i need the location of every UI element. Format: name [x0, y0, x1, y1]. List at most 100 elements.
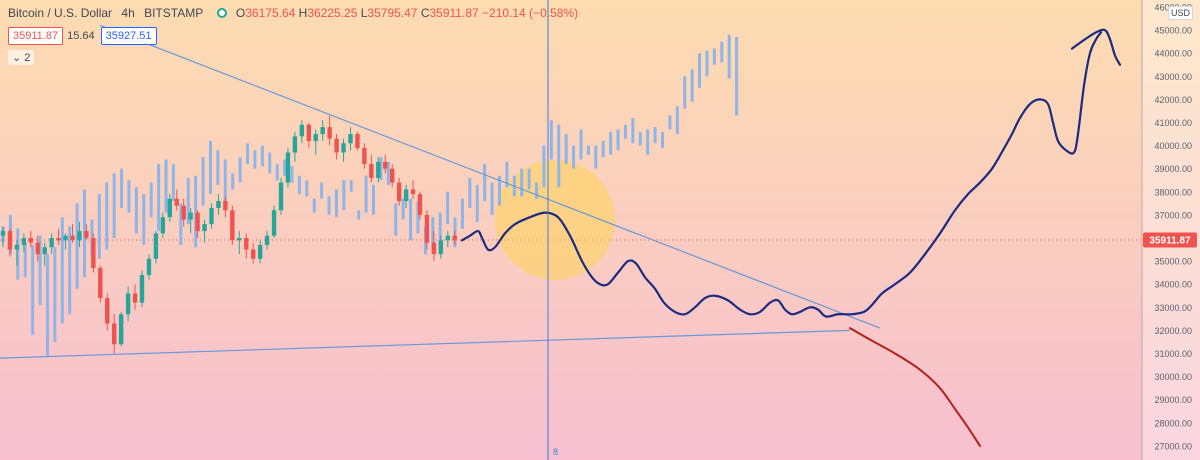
market-status-icon[interactable] — [216, 8, 227, 18]
candle-body — [396, 182, 402, 202]
candle-body — [21, 238, 27, 245]
projection-bar — [497, 175, 501, 206]
projection-bar — [683, 76, 687, 109]
candle-body — [445, 235, 450, 241]
projection-bar — [216, 150, 220, 185]
candle-body — [320, 127, 325, 135]
interval-label[interactable]: 4h — [121, 6, 135, 20]
candle-body — [383, 161, 388, 169]
projection-bar — [601, 140, 605, 158]
projection-bar — [594, 145, 598, 169]
projection-bar — [171, 164, 175, 202]
projection-bar — [609, 131, 613, 155]
candle-body — [112, 323, 117, 345]
projection-bar — [660, 131, 664, 148]
projection-bar — [379, 157, 383, 181]
projection-bar — [586, 145, 590, 155]
price-tick-label: 44000.00 — [1154, 49, 1192, 59]
projection-bar — [127, 180, 131, 213]
candle-body — [202, 224, 207, 232]
projection-bar — [520, 168, 524, 197]
candle-body — [125, 293, 131, 315]
projection-bar — [112, 173, 116, 238]
projection-bar — [327, 196, 331, 215]
candle-body — [139, 274, 145, 303]
price-tick-label: 45000.00 — [1154, 26, 1192, 36]
projection-curve-peak[interactable] — [1070, 28, 1122, 66]
trendline[interactable] — [0, 329, 851, 359]
downside-curve[interactable] — [849, 327, 981, 447]
projection-bar — [68, 226, 72, 315]
projection-bar — [646, 129, 650, 155]
projection-bar — [416, 201, 420, 234]
projection-bar — [53, 247, 57, 342]
candle-body — [431, 242, 437, 255]
sell-button[interactable]: 35911.87 — [8, 27, 64, 45]
candle-body — [118, 314, 124, 345]
exchange-label: BITSTAMP — [144, 6, 204, 20]
projection-bar — [549, 120, 553, 160]
projection-bar — [60, 217, 64, 324]
high-label: H — [298, 6, 308, 20]
projection-bar — [572, 145, 576, 169]
price-tick-label: 41000.00 — [1154, 118, 1192, 128]
projection-bar — [527, 168, 531, 190]
candle-body — [84, 231, 89, 238]
candle-body — [292, 136, 298, 153]
price-tick-label: 39000.00 — [1154, 164, 1192, 174]
symbol-legend: Bitcoin / U.S. Dollar 4h BITSTAMP O36175… — [8, 6, 578, 20]
low-label: L — [360, 6, 368, 20]
change-value: −210.14 (−0.58%) — [482, 6, 579, 20]
projection-bar — [623, 124, 627, 139]
projection-bar — [105, 182, 109, 250]
candle-body — [105, 298, 110, 324]
spread-value: 15.64 — [67, 30, 95, 42]
candle-body — [271, 210, 277, 236]
projection-bar — [394, 203, 398, 236]
candle-body — [63, 235, 68, 241]
projection-bar — [475, 184, 479, 222]
indicators-collapse-button[interactable]: ⌄ 2 — [8, 50, 35, 65]
candle-body — [237, 238, 242, 241]
trendlines[interactable] — [0, 24, 881, 359]
projection-bar — [579, 129, 583, 160]
candle-body — [313, 134, 318, 141]
candle-body — [376, 161, 381, 178]
projection-bar — [16, 228, 20, 280]
low-value: 35795.47 — [367, 6, 418, 20]
projection-bar — [134, 187, 138, 234]
close-value: 35911.87 — [429, 6, 479, 20]
candle-body — [278, 182, 284, 211]
candle-body — [424, 214, 430, 243]
projection-bar — [45, 254, 49, 356]
projection-curve[interactable] — [460, 31, 1103, 318]
buy-button[interactable]: 35927.51 — [100, 27, 157, 45]
last-price-label: 35911.87 — [1149, 236, 1191, 247]
candle-body — [167, 198, 172, 218]
price-tick-label: 28000.00 — [1154, 418, 1192, 428]
candle-body — [70, 235, 75, 241]
bid-ask-row: 35911.87 15.64 35927.51 — [8, 27, 161, 45]
projection-bar — [386, 161, 390, 185]
projection-bar — [460, 198, 464, 229]
projection-bar — [431, 217, 435, 248]
price-tick-label: 31000.00 — [1154, 349, 1192, 359]
candle-body — [28, 238, 33, 243]
projection-bar — [297, 175, 301, 195]
indicator-count: 2 — [24, 52, 31, 64]
symbol-name[interactable]: Bitcoin / U.S. Dollar — [8, 6, 113, 20]
projection-bar — [372, 184, 375, 215]
trendline[interactable] — [99, 24, 881, 329]
currency-label[interactable]: USD — [1168, 6, 1194, 20]
price-axis-background[interactable] — [1142, 0, 1200, 460]
candle-body — [348, 134, 353, 144]
projection-bar — [483, 164, 487, 202]
projection-bar — [31, 244, 35, 336]
projection-bar — [690, 69, 694, 102]
projection-bar — [720, 41, 724, 63]
projection-bar — [535, 182, 539, 199]
candle-body — [369, 164, 374, 178]
candle-body — [452, 235, 457, 241]
open-label: O — [235, 6, 246, 20]
